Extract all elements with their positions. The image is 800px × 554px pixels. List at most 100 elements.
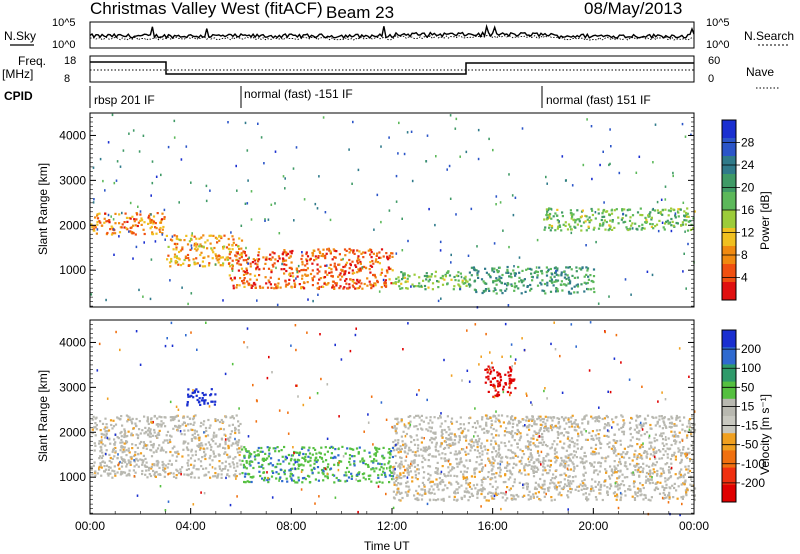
velocity-cell-2	[594, 485, 597, 488]
power-noise-cell	[685, 287, 687, 290]
power-cell-2	[266, 286, 270, 289]
power-noise-cell	[111, 113, 114, 117]
velocity-cell-0	[228, 475, 231, 478]
power-cell-0	[140, 217, 143, 220]
velocity-noise-cell	[510, 343, 513, 346]
velocity-noise-cell	[192, 389, 194, 392]
velocity-cell-2	[510, 418, 513, 421]
velocity-cell-2	[556, 430, 559, 434]
velocity-cell-2	[492, 473, 495, 476]
power-cell-4	[586, 267, 590, 270]
velocity-cell-0	[96, 472, 99, 475]
velocity-cell-2	[467, 483, 470, 486]
power-cell-2	[383, 282, 386, 285]
power-cell-2	[375, 254, 378, 257]
power-cell-4	[556, 288, 559, 291]
velocity-cell-0	[182, 416, 186, 419]
velocity-cell-1	[248, 460, 251, 463]
velocity-cell-2	[623, 422, 626, 425]
velocity-cell-0	[172, 427, 175, 430]
velocity-cell-0	[193, 476, 196, 479]
velocity-cell-0	[193, 432, 196, 435]
power-noise-cell	[656, 200, 659, 204]
velocity-cell-1	[309, 464, 312, 467]
power-cell-5	[557, 225, 560, 228]
power-cell-2	[353, 281, 356, 284]
velocity-cell-2	[601, 498, 604, 502]
power-cell-2	[262, 267, 265, 270]
power-cell-5	[549, 207, 552, 210]
velocity-cell-2	[498, 455, 501, 458]
velocity-cell-2	[500, 460, 504, 463]
power-cell-3	[398, 285, 401, 288]
power-cell-2	[250, 284, 253, 287]
power-cell-2	[359, 269, 362, 272]
velocity-cell-1	[293, 458, 296, 461]
velocity-cell-0	[220, 473, 223, 476]
velocity-cell-2	[396, 478, 399, 481]
velocity-cell-0	[103, 427, 106, 431]
velocity-cell-2	[670, 415, 673, 418]
velocity-cell-2	[568, 439, 571, 442]
velocity-cell-2	[494, 415, 497, 418]
velocity-cell-2	[613, 468, 616, 471]
velocity-cell-1	[362, 476, 365, 479]
power-cell-2	[243, 282, 246, 285]
velocity-cell-2	[564, 483, 567, 486]
power-cell-4	[476, 274, 479, 277]
power-cell-1	[209, 242, 212, 245]
velocity-cell-2	[552, 426, 555, 429]
velocity-cell-2	[635, 431, 638, 434]
velocity-cell-2	[603, 427, 606, 430]
velocity-cell-0	[218, 420, 222, 424]
velocity-cell-0	[120, 456, 123, 459]
velocity-cell-0	[171, 447, 174, 450]
velocity-cell-1	[350, 472, 353, 475]
velocity-cell-2	[518, 481, 521, 484]
velocity-cell-0	[147, 469, 150, 472]
power-noise-cell	[664, 185, 667, 188]
power-cell-2	[318, 270, 321, 273]
velocity-cell-0	[200, 465, 203, 468]
velocity-cell-2	[420, 441, 423, 444]
velocity-cell-2	[529, 497, 532, 500]
power-cell-0	[135, 212, 138, 215]
velocity-cell-4	[201, 399, 204, 402]
velocity-cell-2	[568, 459, 571, 462]
velocity-cell-2	[401, 440, 404, 443]
velocity-cell-2	[634, 469, 637, 472]
power-cell-1	[175, 246, 178, 249]
power-cell-5	[609, 219, 612, 222]
velocity-cell-0	[138, 442, 141, 445]
velocity-cell-2	[683, 473, 686, 476]
power-noise-cell	[274, 150, 277, 153]
velocity-noise-cell	[667, 501, 670, 504]
velocity-cell-2	[431, 480, 434, 483]
velocity-cell-3	[507, 371, 510, 374]
velocity-cell-1	[297, 459, 301, 462]
power-noise-cell	[295, 277, 297, 280]
velocity-cell-2	[599, 492, 602, 495]
velocity-cell-2	[494, 492, 497, 495]
velocity-noise-cell	[293, 451, 295, 455]
velocity-cell-2	[689, 459, 692, 463]
velocity-cell-2	[451, 441, 454, 444]
power-cell-2	[348, 283, 351, 286]
power-noise-cell	[609, 128, 611, 131]
velocity-cell-0	[176, 426, 179, 429]
velocity-noise-cell	[440, 470, 443, 474]
power-noise-cell	[205, 184, 208, 188]
velocity-cell-1	[292, 474, 295, 477]
velocity-cell-2	[660, 435, 663, 438]
power-cell-4	[536, 274, 539, 277]
velocity-cell-1	[332, 456, 335, 460]
velocity-cell-2	[603, 434, 606, 437]
velocity-cell-2	[554, 424, 557, 427]
velocity-cell-0	[236, 462, 239, 465]
velocity-cell-0	[194, 450, 197, 453]
velocity-noise-cell	[570, 323, 573, 326]
power-cell-0	[152, 222, 155, 225]
power-cell-3	[405, 287, 408, 290]
velocity-cell-2	[557, 481, 560, 484]
velocity-cell-2	[689, 429, 692, 432]
